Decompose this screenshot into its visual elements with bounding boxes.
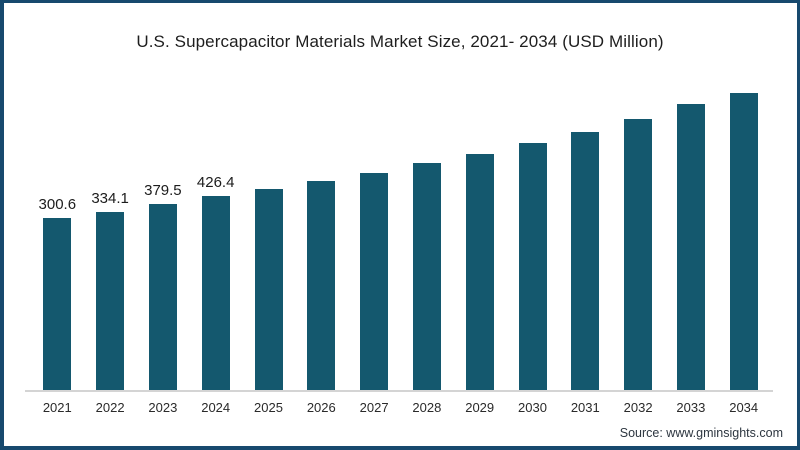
bar-value-label-2022: 334.1 [91, 189, 129, 207]
x-tick-2026: 2026 [306, 400, 336, 415]
x-tick-2028: 2028 [412, 400, 442, 415]
x-axis-line [25, 390, 773, 392]
x-tick-2032: 2032 [623, 400, 653, 415]
x-tick-2023: 2023 [148, 400, 178, 415]
x-tick-2029: 2029 [465, 400, 495, 415]
bar-2022 [96, 211, 125, 390]
x-tick-2030: 2030 [518, 400, 547, 415]
x-tick-2024: 2024 [201, 400, 231, 415]
bar-2025 [254, 188, 283, 390]
bar-2029 [465, 153, 494, 390]
bar-2026 [307, 181, 336, 390]
source-credit: Source: www.gminsights.com [619, 426, 783, 440]
x-tick-2033: 2033 [676, 400, 706, 415]
chart-title: U.S. Supercapacitor Materials Market Siz… [136, 32, 664, 51]
x-tick-2027: 2027 [359, 400, 389, 415]
bar-2032 [624, 118, 653, 390]
x-tick-2025: 2025 [254, 400, 283, 415]
bar-value-label-2024: 426.4 [196, 173, 235, 191]
bar-2030 [518, 143, 547, 390]
bar-2033 [676, 104, 705, 390]
bar-2031 [571, 131, 600, 390]
bar-2021 [43, 217, 72, 390]
bar-value-label-2021: 300.6 [38, 195, 77, 213]
bar-2023 [148, 204, 177, 390]
x-tick-2031: 2031 [570, 400, 600, 415]
bar-2034 [729, 92, 758, 390]
x-tick-2034: 2034 [729, 400, 759, 415]
bar-2028 [412, 163, 441, 390]
x-tick-2021: 2021 [42, 400, 72, 415]
bar-2027 [360, 172, 389, 390]
x-tick-2022: 2022 [95, 400, 125, 415]
bar-2024 [201, 195, 230, 390]
bar-value-label-2023: 379.5 [144, 182, 182, 200]
